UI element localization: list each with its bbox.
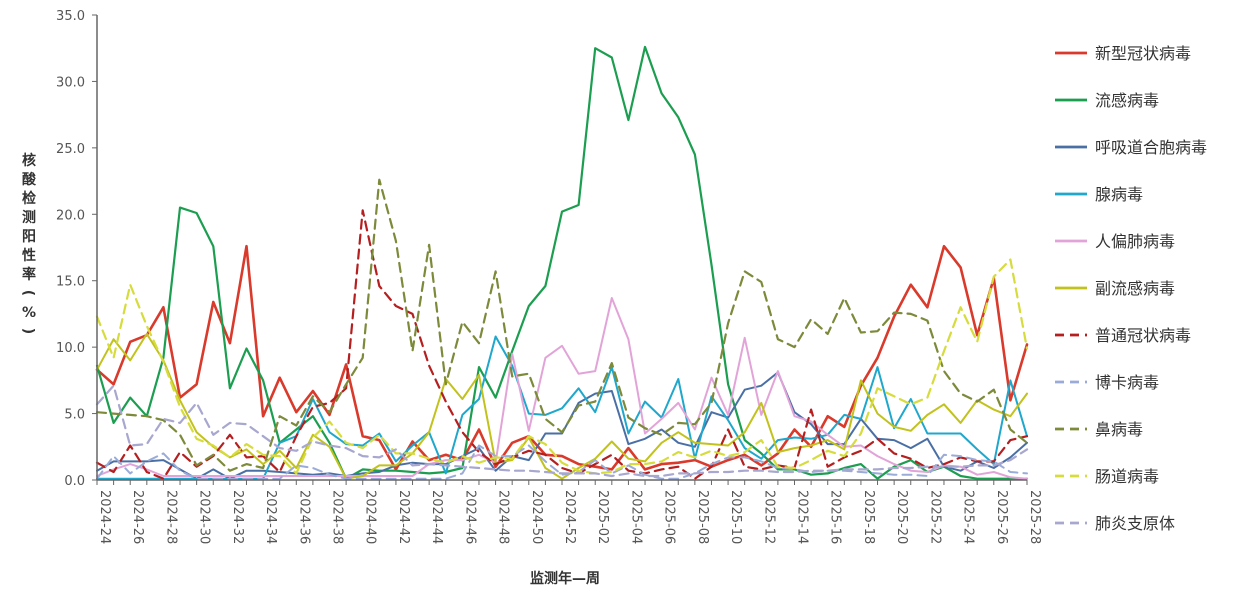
x-tick-label: 2025-14: [795, 490, 810, 544]
y-axis-title-char: ): [20, 328, 36, 334]
legend-label-11: 肺炎支原体: [1095, 514, 1175, 533]
x-tick-label: 2024-48: [496, 490, 511, 544]
legend-label-1: 新型冠状病毒: [1095, 44, 1191, 63]
x-tick-label: 2024-44: [429, 490, 444, 544]
x-tick-label: 2025-04: [628, 490, 643, 544]
series-line-5: [96, 297, 1028, 480]
x-tick-label: 2024-40: [363, 490, 378, 544]
y-tick-label: 5.0: [64, 408, 85, 423]
legend-label-6: 副流感病毒: [1095, 279, 1175, 298]
x-tick-label: 2024-36: [296, 490, 311, 544]
y-tick-label: 20.0: [56, 208, 85, 223]
y-tick-label: 30.0: [56, 75, 85, 90]
x-tick-label: 2024-34: [263, 490, 278, 544]
y-axis-title-char: 核: [22, 152, 36, 169]
x-tick-label: 2024-32: [230, 490, 245, 544]
x-tick-label: 2024-50: [529, 490, 544, 544]
plot-area: [95, 45, 1029, 480]
legend-label-10: 肠道病毒: [1095, 467, 1159, 486]
x-tick-label: 2025-12: [761, 490, 776, 544]
legend-label-8: 博卡病毒: [1095, 373, 1159, 392]
legend-label-3: 呼吸道合胞病毒: [1095, 138, 1207, 157]
y-axis-title-char: 性: [22, 247, 36, 264]
y-tick-label: 35.0: [56, 9, 85, 24]
legend-label-5: 人偏肺病毒: [1095, 232, 1175, 251]
y-tick-label: 0.0: [64, 474, 85, 489]
legend-label-9: 鼻病毒: [1095, 420, 1143, 439]
y-axis-title-char: 检: [22, 190, 36, 207]
axes: 0.0 5.0 10.0 15.0 20.0 25.0 30.0 35.0 2024-24 202…: [56, 9, 1042, 544]
x-tick-label: 2025-16: [828, 490, 843, 544]
x-tick-label: 2025-20: [894, 490, 909, 544]
y-tick-label: 15.0: [56, 275, 85, 290]
x-tick-label: 2024-28: [163, 490, 178, 544]
series-line-3: [96, 371, 1028, 480]
x-tick-label: 2025-06: [662, 490, 677, 544]
x-axis-title: 监测年—周: [530, 570, 600, 587]
legend-label-2: 流感病毒: [1095, 91, 1159, 110]
x-tick-label: 2024-52: [562, 490, 577, 544]
x-tick-label: 2024-38: [330, 490, 345, 544]
legend-label-7: 普通冠状病毒: [1095, 326, 1191, 345]
series-line-10: [95, 258, 1029, 475]
series-line-1: [95, 244, 1029, 471]
legend: 新型冠状病毒流感病毒呼吸道合胞病毒腺病毒人偏肺病毒副流感病毒普通冠状病毒博卡病毒…: [1055, 44, 1207, 533]
y-tick-label: 10.0: [56, 341, 85, 356]
series-line-9: [95, 178, 1029, 472]
x-tick-label: 2025-18: [861, 490, 876, 544]
x-tick-label: 2025-08: [695, 490, 710, 544]
series-line-7: [95, 209, 1029, 480]
y-axis-title-char: 阳: [22, 229, 36, 245]
x-tick-label: 2024-30: [197, 490, 212, 544]
y-axis-title-char: %: [22, 305, 36, 321]
x-tick-label: 2024-26: [130, 490, 145, 544]
x-tick-label: 2024-24: [97, 490, 112, 544]
x-tick-label: 2025-28: [1027, 490, 1042, 544]
x-tick-label: 2025-22: [927, 490, 942, 544]
x-tick-label: 2025-10: [728, 490, 743, 544]
y-axis-title-char: 酸: [22, 171, 37, 188]
legend-label-4: 腺病毒: [1095, 185, 1143, 204]
x-tick-label: 2025-26: [994, 490, 1009, 544]
series-line-11: [95, 384, 1029, 478]
x-tick-label: 2025-24: [961, 490, 976, 544]
y-axis-title-char: 率: [22, 266, 36, 283]
x-tick-label: 2024-46: [462, 490, 477, 544]
x-tick-label: 2024-42: [396, 490, 411, 544]
series-line-2: [95, 45, 1029, 480]
series-line-8: [96, 444, 1028, 480]
y-axis-title-char: 测: [22, 209, 36, 226]
y-tick-label: 25.0: [56, 142, 85, 157]
y-axis-title-char: (: [20, 290, 36, 296]
x-tick-label: 2025-02: [595, 490, 610, 544]
